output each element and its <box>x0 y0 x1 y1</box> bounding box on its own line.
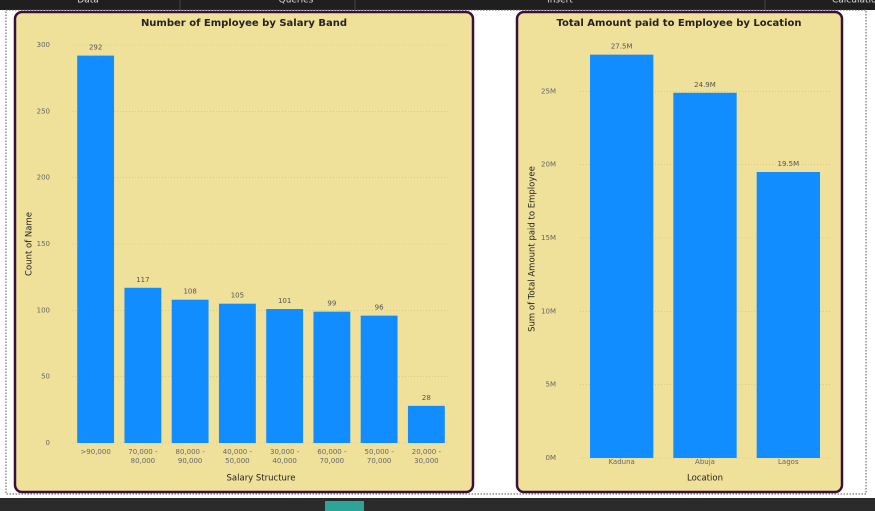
y-tick-label: 5M <box>546 381 557 389</box>
active-tab[interactable] <box>325 501 364 511</box>
bar <box>590 54 654 459</box>
chart-title: Number of Employee by Salary Band <box>141 18 347 29</box>
x-tick-label: 30,000 - 40,000 <box>270 448 300 465</box>
x-tick-label-box: Lagos <box>778 458 799 466</box>
x-tick-label: >90,000 <box>80 448 111 456</box>
bar <box>124 287 162 443</box>
ribbon-tab[interactable]: Data <box>77 0 99 6</box>
x-tick-label-box: 30,000 - 40,000 <box>270 448 300 465</box>
value-label: 292 <box>89 44 102 52</box>
y-tick-label: 50 <box>41 373 50 381</box>
value-label: 28 <box>422 394 431 402</box>
x-tick-label: Kaduna <box>608 458 635 466</box>
x-tick-label-box: 70,000 - 80,000 <box>128 448 158 465</box>
value-label: 105 <box>231 292 244 300</box>
value-label: 96 <box>375 304 384 312</box>
canvas-outline <box>5 9 867 495</box>
y-axis-label: Count of Name <box>25 212 35 276</box>
y-tick-label: 15M <box>541 234 556 242</box>
value-label: 108 <box>183 288 196 296</box>
x-tick-label: 50,000 - 70,000 <box>364 448 394 465</box>
y-axis-label: Sum of Total Amount paid to Employee <box>528 166 538 332</box>
page-tabs <box>0 498 875 511</box>
bar <box>171 299 209 443</box>
y-tick-label: 150 <box>37 240 50 248</box>
x-tick-label-box: 40,000 - 50,000 <box>222 448 252 465</box>
y-tick-label: 0M <box>546 454 557 462</box>
bar <box>407 405 445 443</box>
x-tick-label: 20,000 - 30,000 <box>411 448 441 465</box>
x-tick-label: 70,000 - 80,000 <box>128 448 158 465</box>
x-tick-label-box: >90,000 <box>80 448 111 456</box>
y-tick-label: 200 <box>37 174 50 182</box>
x-axis-label: Location <box>687 474 723 484</box>
value-label: 99 <box>327 300 336 308</box>
ribbon-bar <box>0 0 875 10</box>
value-label: 117 <box>136 276 149 284</box>
bar <box>77 55 115 443</box>
x-tick-label-box: Kaduna <box>608 458 635 466</box>
bar <box>756 172 820 458</box>
bar <box>673 92 737 459</box>
y-tick-label: 250 <box>37 107 50 115</box>
y-tick-label: 300 <box>37 41 50 49</box>
y-tick-label: 20M <box>541 161 556 169</box>
y-tick-label: 100 <box>37 306 50 314</box>
y-tick-label: 10M <box>541 307 556 315</box>
value-label: 24.9M <box>694 81 716 89</box>
x-tick-label-box: 50,000 - 70,000 <box>364 448 394 465</box>
x-tick-label: Lagos <box>778 458 799 466</box>
ribbon-tab[interactable]: Queries <box>279 0 314 6</box>
bar <box>218 303 256 443</box>
x-tick-label: 80,000 - 90,000 <box>175 448 205 465</box>
x-tick-label-box: 60,000 - 70,000 <box>317 448 347 465</box>
x-axis-label: Salary Structure <box>227 474 296 484</box>
bar <box>360 315 398 443</box>
x-tick-label: 60,000 - 70,000 <box>317 448 347 465</box>
bar <box>313 311 351 443</box>
value-label: 19.5M <box>778 160 800 168</box>
x-tick-label: Abuja <box>695 458 715 466</box>
bar <box>266 309 304 443</box>
ribbon-tab[interactable]: Insert <box>547 0 573 6</box>
ribbon-tab[interactable]: Calculatio <box>832 0 875 6</box>
x-tick-label-box: Abuja <box>695 458 715 466</box>
y-tick-label: 0 <box>46 439 50 447</box>
x-tick-label: 40,000 - 50,000 <box>222 448 252 465</box>
x-tick-label-box: 20,000 - 30,000 <box>411 448 441 465</box>
value-label: 101 <box>278 297 291 305</box>
chart-title: Total Amount paid to Employee by Locatio… <box>557 18 802 29</box>
x-tick-label-box: 80,000 - 90,000 <box>175 448 205 465</box>
y-tick-label: 25M <box>541 87 556 95</box>
value-label: 27.5M <box>611 43 633 51</box>
